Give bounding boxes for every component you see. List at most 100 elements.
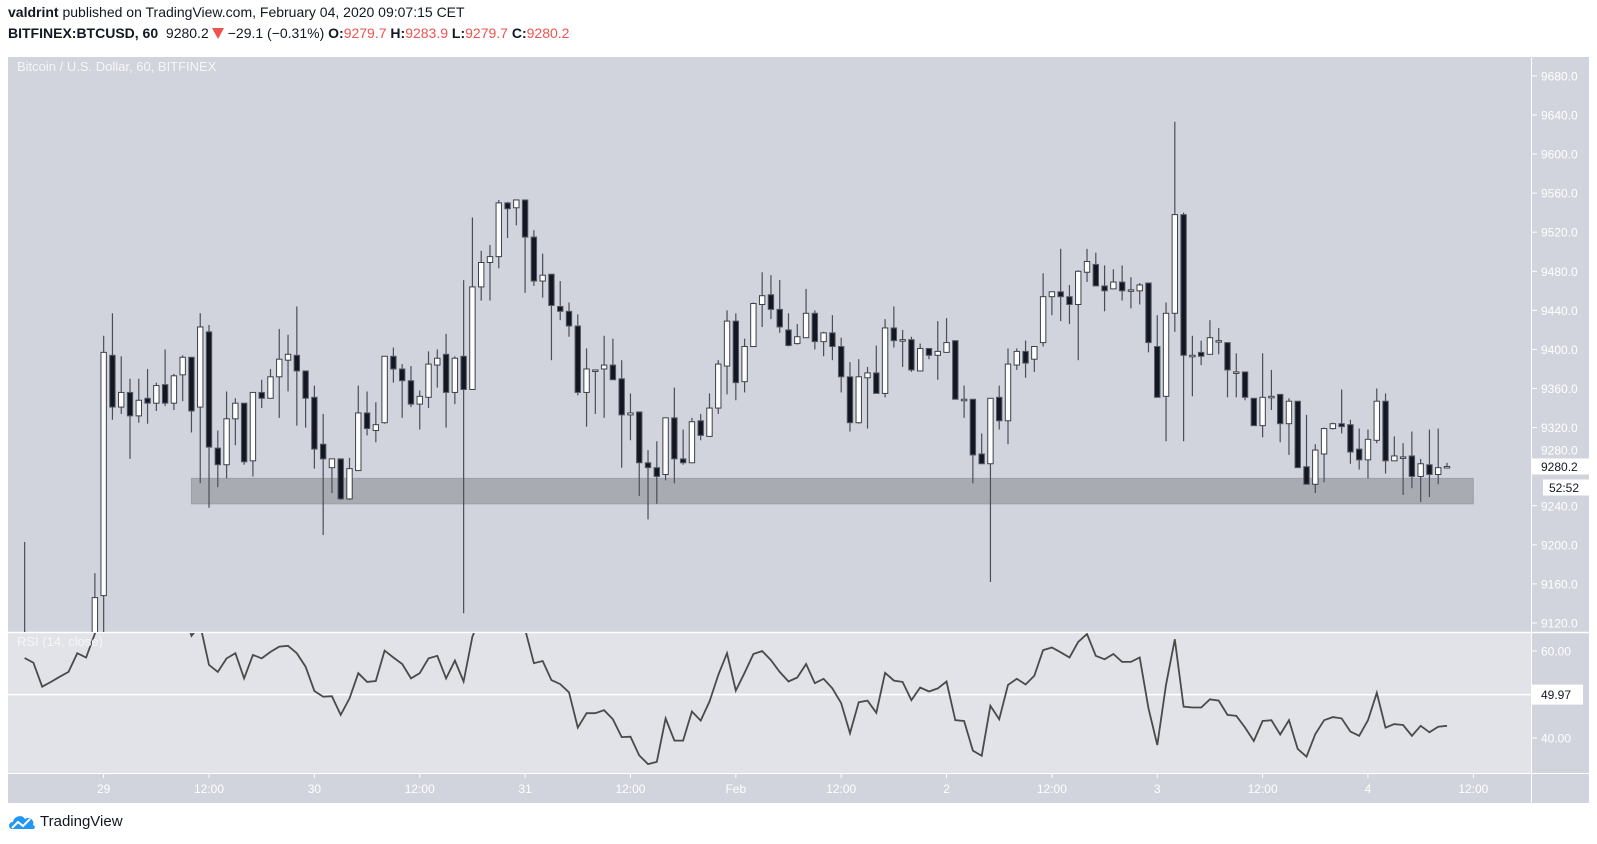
- candle: [24, 541, 26, 632]
- candle-body: [846, 376, 854, 424]
- candle-body: [1022, 350, 1029, 364]
- candle: [1443, 462, 1451, 469]
- candle: [504, 201, 511, 239]
- price-change: −29.1 (−0.31%): [227, 25, 325, 41]
- candle-body: [1250, 397, 1258, 427]
- candle-body: [855, 376, 862, 424]
- candle-body: [750, 303, 757, 348]
- candle-body: [1347, 424, 1354, 453]
- candle: [267, 368, 274, 399]
- close-label: C:: [511, 25, 527, 41]
- support-zone: [190, 477, 1474, 505]
- low-label: L:: [451, 25, 466, 41]
- candle: [1031, 346, 1038, 372]
- candle-body: [1294, 400, 1301, 469]
- candle-body: [688, 421, 696, 464]
- rsi-line: [24, 633, 1448, 766]
- candle: [1408, 431, 1416, 489]
- candle: [776, 280, 783, 333]
- candle: [1435, 428, 1442, 485]
- candle-body: [214, 447, 222, 466]
- candle-body: [574, 325, 581, 393]
- candle-body: [1303, 466, 1310, 485]
- time-tick-label: 3: [1154, 782, 1161, 796]
- time-tick-label: 12:00: [615, 782, 645, 796]
- candle: [372, 402, 380, 443]
- candle-body: [1329, 423, 1337, 430]
- candle: [407, 366, 415, 408]
- candle-body: [1233, 371, 1240, 374]
- candle-body: [302, 370, 309, 399]
- candle-body: [1426, 464, 1433, 475]
- candle-body: [240, 402, 248, 463]
- candle-body: [460, 355, 467, 390]
- candle: [346, 457, 353, 500]
- candle: [1127, 277, 1135, 309]
- candle: [917, 343, 924, 372]
- candle: [785, 313, 792, 347]
- candle-body: [100, 351, 107, 597]
- candle: [214, 430, 222, 488]
- candle-body: [908, 339, 915, 371]
- candle: [1268, 369, 1275, 411]
- candle: [1224, 342, 1231, 398]
- tradingview-logo[interactable]: TradingView: [8, 812, 123, 830]
- candle-body: [1276, 393, 1284, 425]
- candle-body: [1435, 467, 1442, 475]
- candle-body: [109, 354, 116, 408]
- time-tick-label: 12:00: [194, 782, 224, 796]
- price-axis[interactable]: [1532, 57, 1589, 773]
- candle: [855, 359, 862, 424]
- candle: [750, 302, 757, 348]
- time-tick-label: 30: [308, 782, 322, 796]
- candle-body: [1004, 363, 1012, 422]
- author-name[interactable]: valdrint: [8, 4, 59, 20]
- candle-body: [539, 274, 546, 282]
- price-tick-label: 9160.0: [1541, 577, 1578, 591]
- candle: [565, 302, 573, 337]
- candle: [996, 385, 1003, 430]
- candle: [381, 355, 388, 424]
- candle-body: [1268, 395, 1275, 399]
- candle-body: [1206, 337, 1214, 355]
- time-tick-label: Feb: [725, 782, 746, 796]
- symbol: BITFINEX:BTCUSD, 60: [8, 25, 159, 41]
- candle: [1426, 429, 1433, 497]
- high-label: H:: [390, 25, 406, 41]
- candle-body: [1259, 396, 1266, 427]
- price-tick-label: 9480.0: [1541, 265, 1578, 279]
- candle-body: [390, 355, 397, 370]
- candle: [732, 313, 740, 401]
- candle: [934, 321, 941, 380]
- time-tick-label: 12:00: [1248, 782, 1278, 796]
- candle-body: [829, 332, 836, 348]
- candle-body: [978, 453, 985, 465]
- high-value: 9283.9: [405, 25, 449, 41]
- price-tick-label: 9200.0: [1541, 538, 1578, 552]
- candle-body: [425, 363, 432, 398]
- candle: [539, 253, 546, 298]
- candle-body: [1373, 400, 1380, 441]
- candle-body: [679, 458, 687, 464]
- rsi-value-box: [1532, 684, 1583, 705]
- time-axis[interactable]: [8, 774, 1589, 803]
- candle: [1092, 252, 1099, 287]
- candle-body: [1092, 263, 1099, 287]
- rsi-pane[interactable]: [8, 633, 1531, 773]
- candle-body: [1391, 455, 1398, 462]
- candle: [398, 364, 406, 418]
- candle-body: [1066, 296, 1073, 305]
- open-label: O:: [328, 25, 344, 41]
- candle: [126, 378, 134, 459]
- candle-body: [1013, 350, 1020, 366]
- candle-body: [434, 357, 441, 366]
- published-text: published on TradingView.com, February 0…: [62, 4, 465, 20]
- candle-body: [276, 358, 283, 378]
- candle-body: [706, 407, 713, 437]
- candle: [820, 331, 827, 357]
- candle-body: [1417, 463, 1424, 477]
- price-pane[interactable]: [8, 57, 1531, 632]
- candle: [758, 272, 766, 327]
- candle-body: [372, 424, 380, 432]
